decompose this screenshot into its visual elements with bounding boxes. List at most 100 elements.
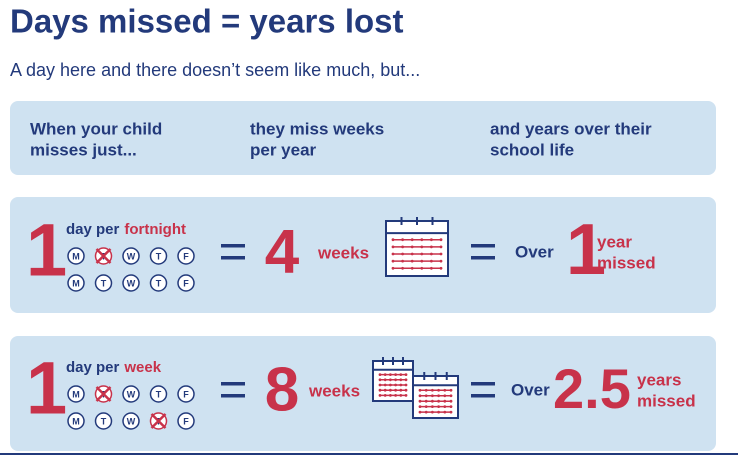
- day-letter: F: [183, 389, 189, 399]
- calendar-icon: [418, 410, 422, 414]
- day-circle: [177, 412, 195, 430]
- day-cross: [95, 248, 112, 264]
- column-heading: per year: [250, 140, 317, 159]
- calendar-icon: [430, 252, 433, 256]
- calendar-icon: [391, 238, 395, 242]
- day-letter: M: [72, 416, 80, 426]
- day-circle: [94, 274, 113, 292]
- calendar-icon: [439, 245, 443, 249]
- calendar-icon: [394, 373, 397, 376]
- calendar-icon: [443, 410, 447, 414]
- day-letter: T: [101, 278, 107, 288]
- day-circle: [177, 385, 195, 403]
- calendar-icon: [394, 394, 397, 397]
- calendar-icon: [424, 399, 428, 403]
- calendar-icon: [378, 383, 382, 387]
- calendar-icon: [389, 383, 392, 387]
- day-letter: W: [127, 416, 136, 426]
- calendar-icon: [389, 388, 392, 392]
- calendar-icon: [424, 388, 428, 392]
- calendar-icon: [401, 245, 404, 249]
- equals-sign: [221, 382, 245, 386]
- calendar-icon: [420, 252, 424, 256]
- calendar-icon: [391, 252, 395, 256]
- calendar-icon: [439, 252, 443, 256]
- calendar-icon: [378, 388, 382, 392]
- calendar-icon: [391, 245, 395, 249]
- calendar-icon: [394, 388, 397, 392]
- calendar-icon: [391, 266, 395, 270]
- calendar-icon: [418, 399, 422, 403]
- day-circle: [67, 412, 85, 430]
- day-letter: T: [156, 389, 162, 399]
- calendar-icon: [394, 383, 397, 387]
- day-circle: [122, 412, 140, 430]
- day-letter: F: [183, 416, 189, 426]
- calendar-icon: [424, 394, 428, 398]
- calendar-icon: [439, 259, 443, 263]
- calendar-icon: [418, 388, 422, 392]
- day-letter: W: [127, 251, 136, 261]
- frequency: day per week: [66, 359, 162, 376]
- day-circle: [67, 385, 85, 403]
- day-circle: [122, 274, 140, 292]
- calendar-icon: [399, 378, 403, 382]
- days-count: 1: [26, 209, 67, 292]
- calendar-icon: [449, 399, 453, 403]
- weeks-unit: weeks: [317, 243, 369, 262]
- equals-sign: [221, 244, 245, 248]
- calendar-icon: [437, 388, 440, 392]
- calendar-icon: [431, 410, 434, 414]
- calendar-icon: [410, 252, 414, 256]
- day-circle: [122, 247, 140, 265]
- calendar-icon: [437, 410, 440, 414]
- day-circle: [67, 247, 85, 265]
- title: Days missed = years lost: [10, 3, 404, 40]
- equals-sign: [471, 244, 495, 248]
- weeks-count: 4: [265, 217, 300, 286]
- day-letter: F: [183, 278, 189, 288]
- calendar-icon: [399, 383, 403, 387]
- day-cross: [95, 386, 112, 402]
- over-label: Over: [511, 380, 550, 399]
- calendar-icon: [431, 405, 434, 409]
- day-letter: T: [156, 251, 162, 261]
- calendar-icon: [443, 388, 447, 392]
- day-letter: M: [72, 251, 80, 261]
- calendar-icon: [378, 373, 382, 376]
- over-label: Over: [515, 242, 554, 261]
- days-count: 1: [26, 347, 67, 430]
- calendar-icon: [449, 394, 453, 398]
- calendar-icon: [430, 238, 433, 242]
- day-letter: W: [127, 389, 136, 399]
- subtitle: A day here and there doesn’t seem like m…: [10, 60, 420, 80]
- equals-sign: [471, 256, 495, 260]
- calendar-icon: [401, 266, 404, 270]
- column-heading: misses just...: [30, 140, 137, 159]
- calendar-icon: [404, 394, 408, 397]
- calendar-icon: [389, 378, 392, 382]
- calendar-icon: [430, 266, 433, 270]
- calendar-icon: [401, 252, 404, 256]
- frequency-period: fortnight: [124, 221, 186, 238]
- calendar-icon: [410, 238, 414, 242]
- calendar-icon: [399, 373, 403, 376]
- calendar-icon: [420, 245, 424, 249]
- years-unit: missed: [597, 253, 656, 272]
- calendar-icon: [430, 245, 433, 249]
- calendar-icon: [443, 399, 447, 403]
- calendar-icon: [437, 394, 440, 398]
- day-circle: [149, 247, 168, 265]
- day-letter: T: [101, 416, 107, 426]
- calendar-icon: [424, 410, 428, 414]
- calendar-icon: [404, 388, 408, 392]
- calendar-icon: [449, 410, 453, 414]
- equals-sign: [221, 256, 245, 260]
- calendar-icon: [385, 220, 449, 277]
- day-letter: M: [72, 278, 80, 288]
- calendar-icon: [383, 378, 387, 382]
- years-count: 2.5: [553, 357, 631, 420]
- calendar-icon: [449, 405, 453, 409]
